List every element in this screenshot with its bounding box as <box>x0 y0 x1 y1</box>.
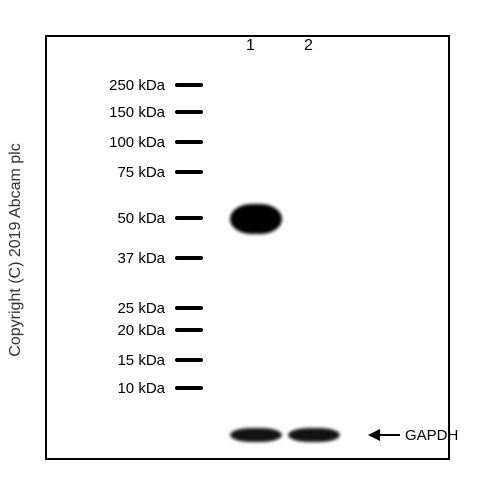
mw-label: 50 kDa <box>80 210 165 227</box>
mw-label: 100 kDa <box>80 134 165 151</box>
mw-label: 75 kDa <box>80 164 165 181</box>
mw-tick <box>175 306 203 310</box>
mw-label: 15 kDa <box>80 352 165 369</box>
gapdh-band-lane1 <box>230 428 282 442</box>
gapdh-band-lane2 <box>288 428 340 442</box>
mw-tick <box>175 110 203 114</box>
target-band-lane1 <box>230 204 282 234</box>
mw-label: 20 kDa <box>80 322 165 339</box>
mw-tick <box>175 216 203 220</box>
mw-tick <box>175 83 203 87</box>
mw-tick <box>175 386 203 390</box>
mw-tick <box>175 140 203 144</box>
mw-tick <box>175 256 203 260</box>
copyright-text: Copyright (C) 2019 Abcam plc <box>7 50 25 450</box>
gapdh-arrow-head <box>368 429 380 441</box>
mw-tick <box>175 328 203 332</box>
mw-tick <box>175 358 203 362</box>
mw-tick <box>175 170 203 174</box>
mw-label: 25 kDa <box>80 300 165 317</box>
lane-header-2: 2 <box>304 37 313 55</box>
mw-label: 10 kDa <box>80 380 165 397</box>
gapdh-label: GAPDH <box>405 427 458 444</box>
blot-membrane <box>230 55 370 445</box>
lane-header-1: 1 <box>246 37 255 55</box>
mw-label: 150 kDa <box>80 104 165 121</box>
gapdh-arrow-line <box>378 434 400 436</box>
mw-label: 37 kDa <box>80 250 165 267</box>
mw-label: 250 kDa <box>80 77 165 94</box>
